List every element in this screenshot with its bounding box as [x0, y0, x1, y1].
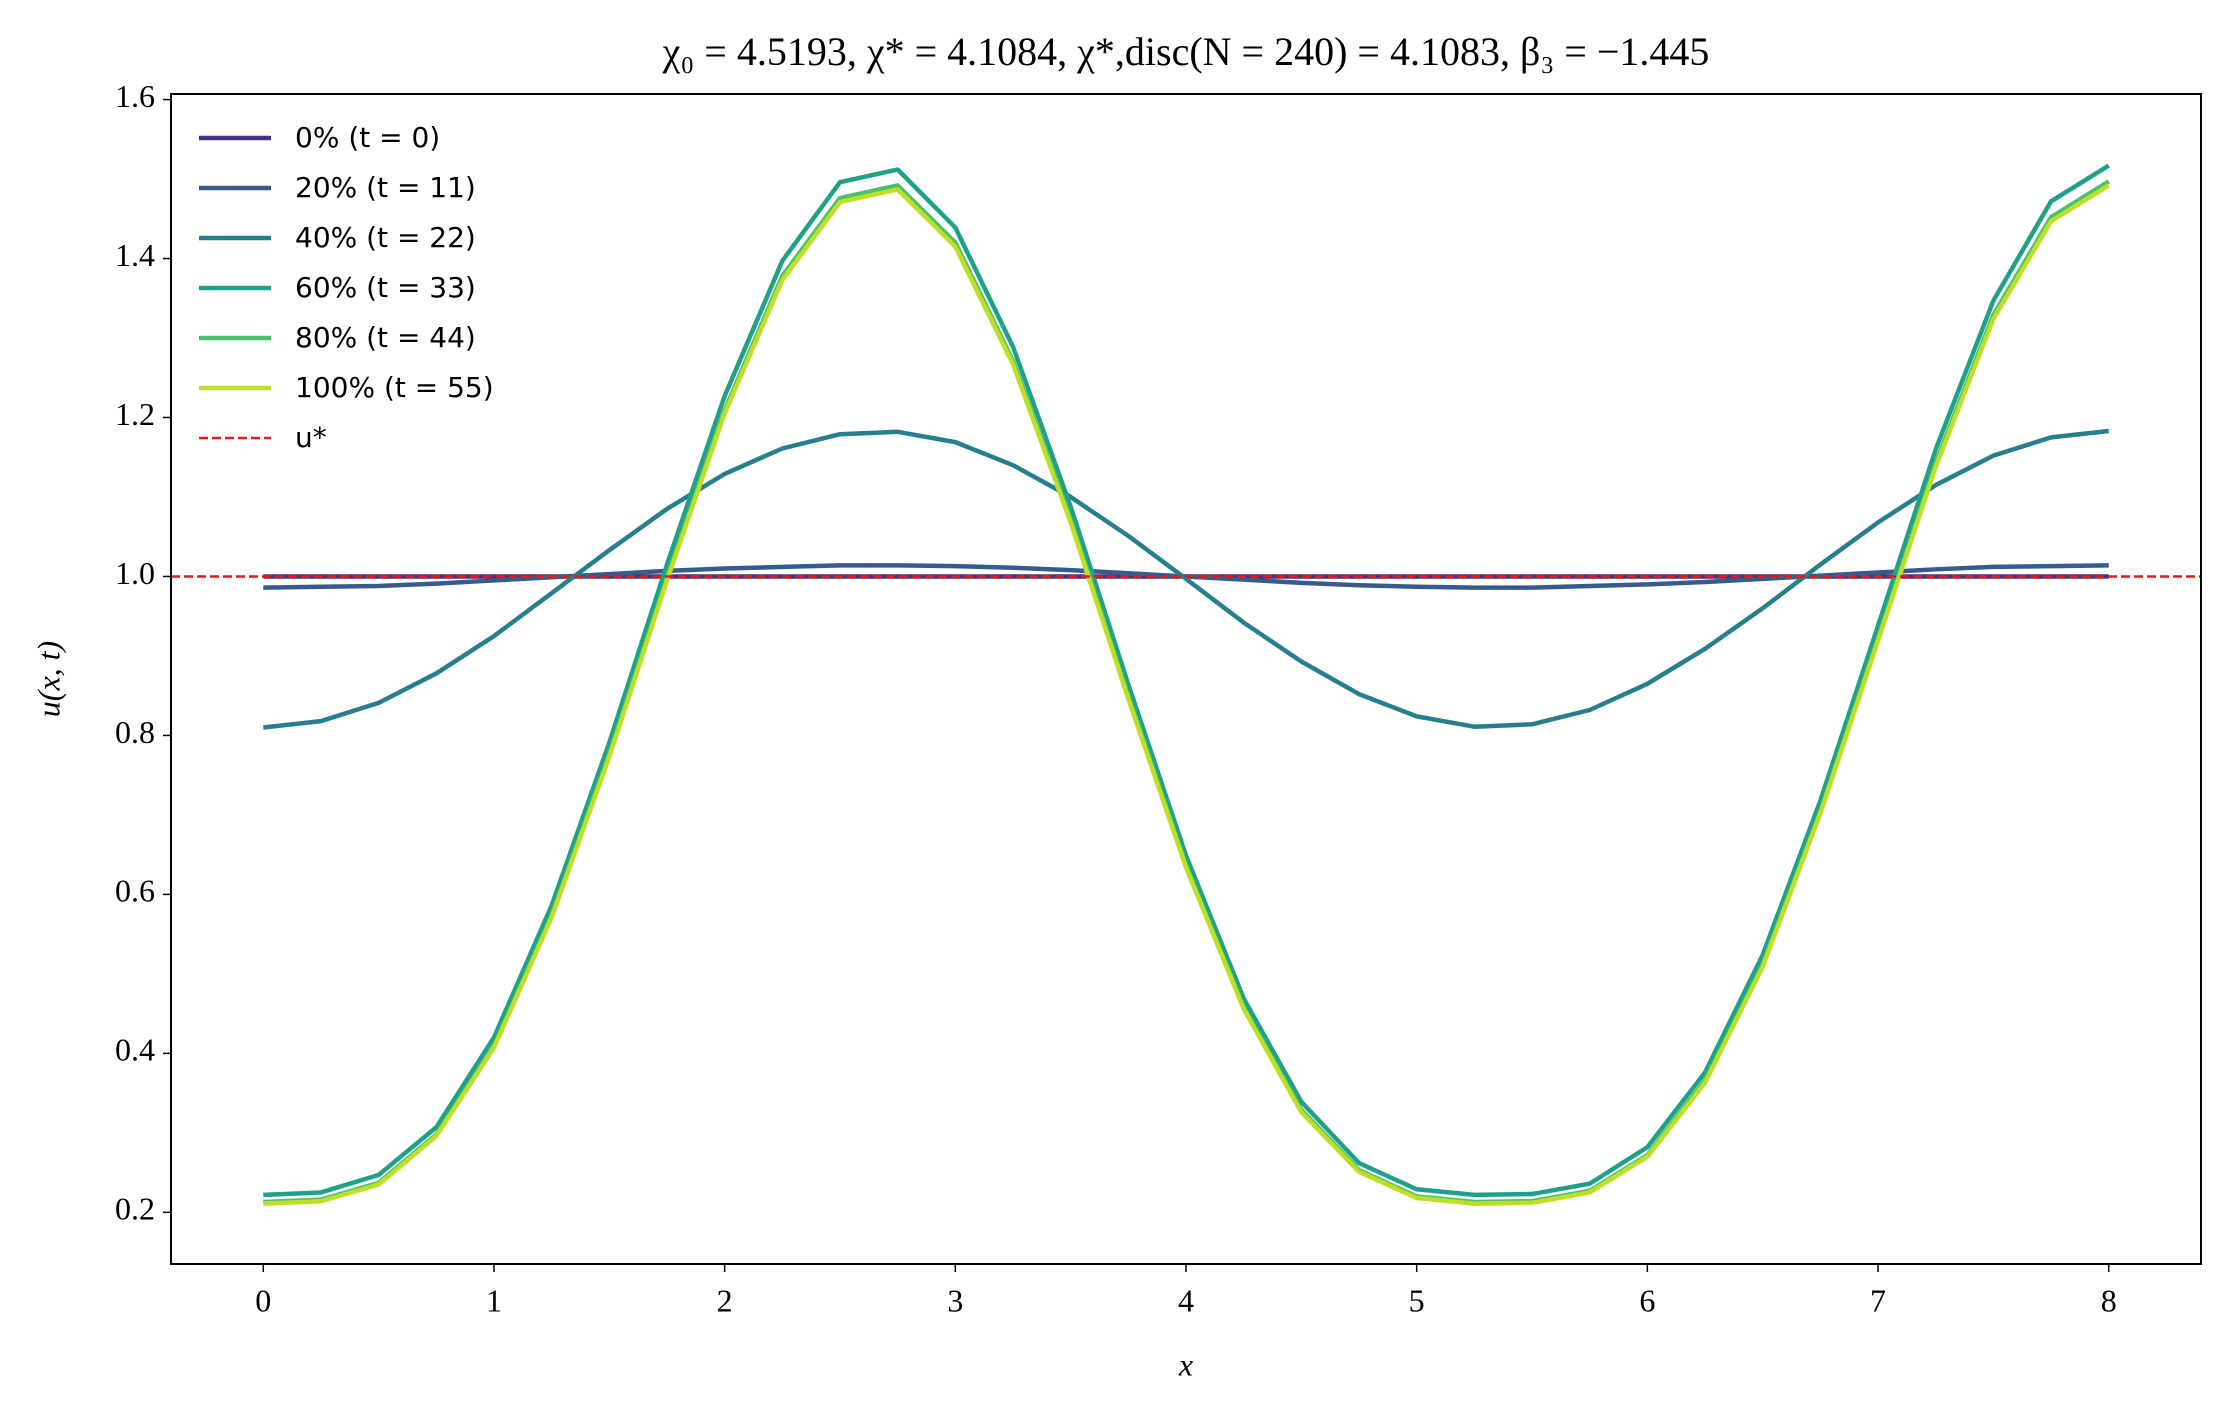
x-tick-label: 7: [1870, 1282, 1886, 1318]
y-tick-label: 1.4: [115, 237, 155, 273]
chart-title: χ₀ = 4.5193, χ* = 4.1084, χ*,disc(N = 24…: [662, 29, 1710, 74]
x-axis-label: x: [1178, 1346, 1193, 1382]
series-line: [263, 163, 2110, 1198]
y-axis-label: u(x, t): [30, 641, 66, 717]
x-tick-label: 2: [717, 1282, 733, 1318]
legend-label: 100% (t = 55): [295, 371, 494, 404]
y-tick-label: 1.6: [115, 78, 155, 114]
y-tick-label: 0.6: [115, 873, 155, 909]
x-tick-label: 4: [1178, 1282, 1194, 1318]
plot-area: [171, 163, 2201, 1206]
legend-label: 20% (t = 11): [295, 171, 476, 204]
series-line: [263, 179, 2110, 1205]
plot-frame: [170, 93, 2202, 1265]
x-tick-label: 5: [1409, 1282, 1425, 1318]
series-line: [263, 428, 2109, 730]
legend-label: 40% (t = 22): [295, 221, 476, 254]
y-tick-label: 1.0: [115, 555, 155, 591]
legend-label: u*: [295, 421, 327, 454]
x-tick-label: 8: [2101, 1282, 2117, 1318]
legend-label: 0% (t = 0): [295, 121, 440, 154]
y-tick-label: 1.2: [115, 396, 155, 432]
x-tick-label: 3: [947, 1282, 963, 1318]
x-tick-label: 0: [255, 1282, 271, 1318]
series-line: [263, 183, 2110, 1206]
legend-label: 80% (t = 44): [295, 321, 476, 354]
y-tick-label: 0.2: [115, 1191, 155, 1227]
x-tick-label: 6: [1639, 1282, 1655, 1318]
y-tick-label: 0.8: [115, 714, 155, 750]
y-tick-label: 0.4: [115, 1032, 155, 1068]
legend-label: 60% (t = 33): [295, 271, 476, 304]
x-tick-label: 1: [486, 1282, 502, 1318]
